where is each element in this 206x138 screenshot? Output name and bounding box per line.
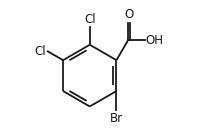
Text: Br: Br — [110, 112, 123, 125]
Text: Cl: Cl — [84, 13, 96, 26]
Text: OH: OH — [145, 34, 164, 47]
Text: O: O — [124, 8, 134, 21]
Text: Cl: Cl — [35, 45, 46, 58]
